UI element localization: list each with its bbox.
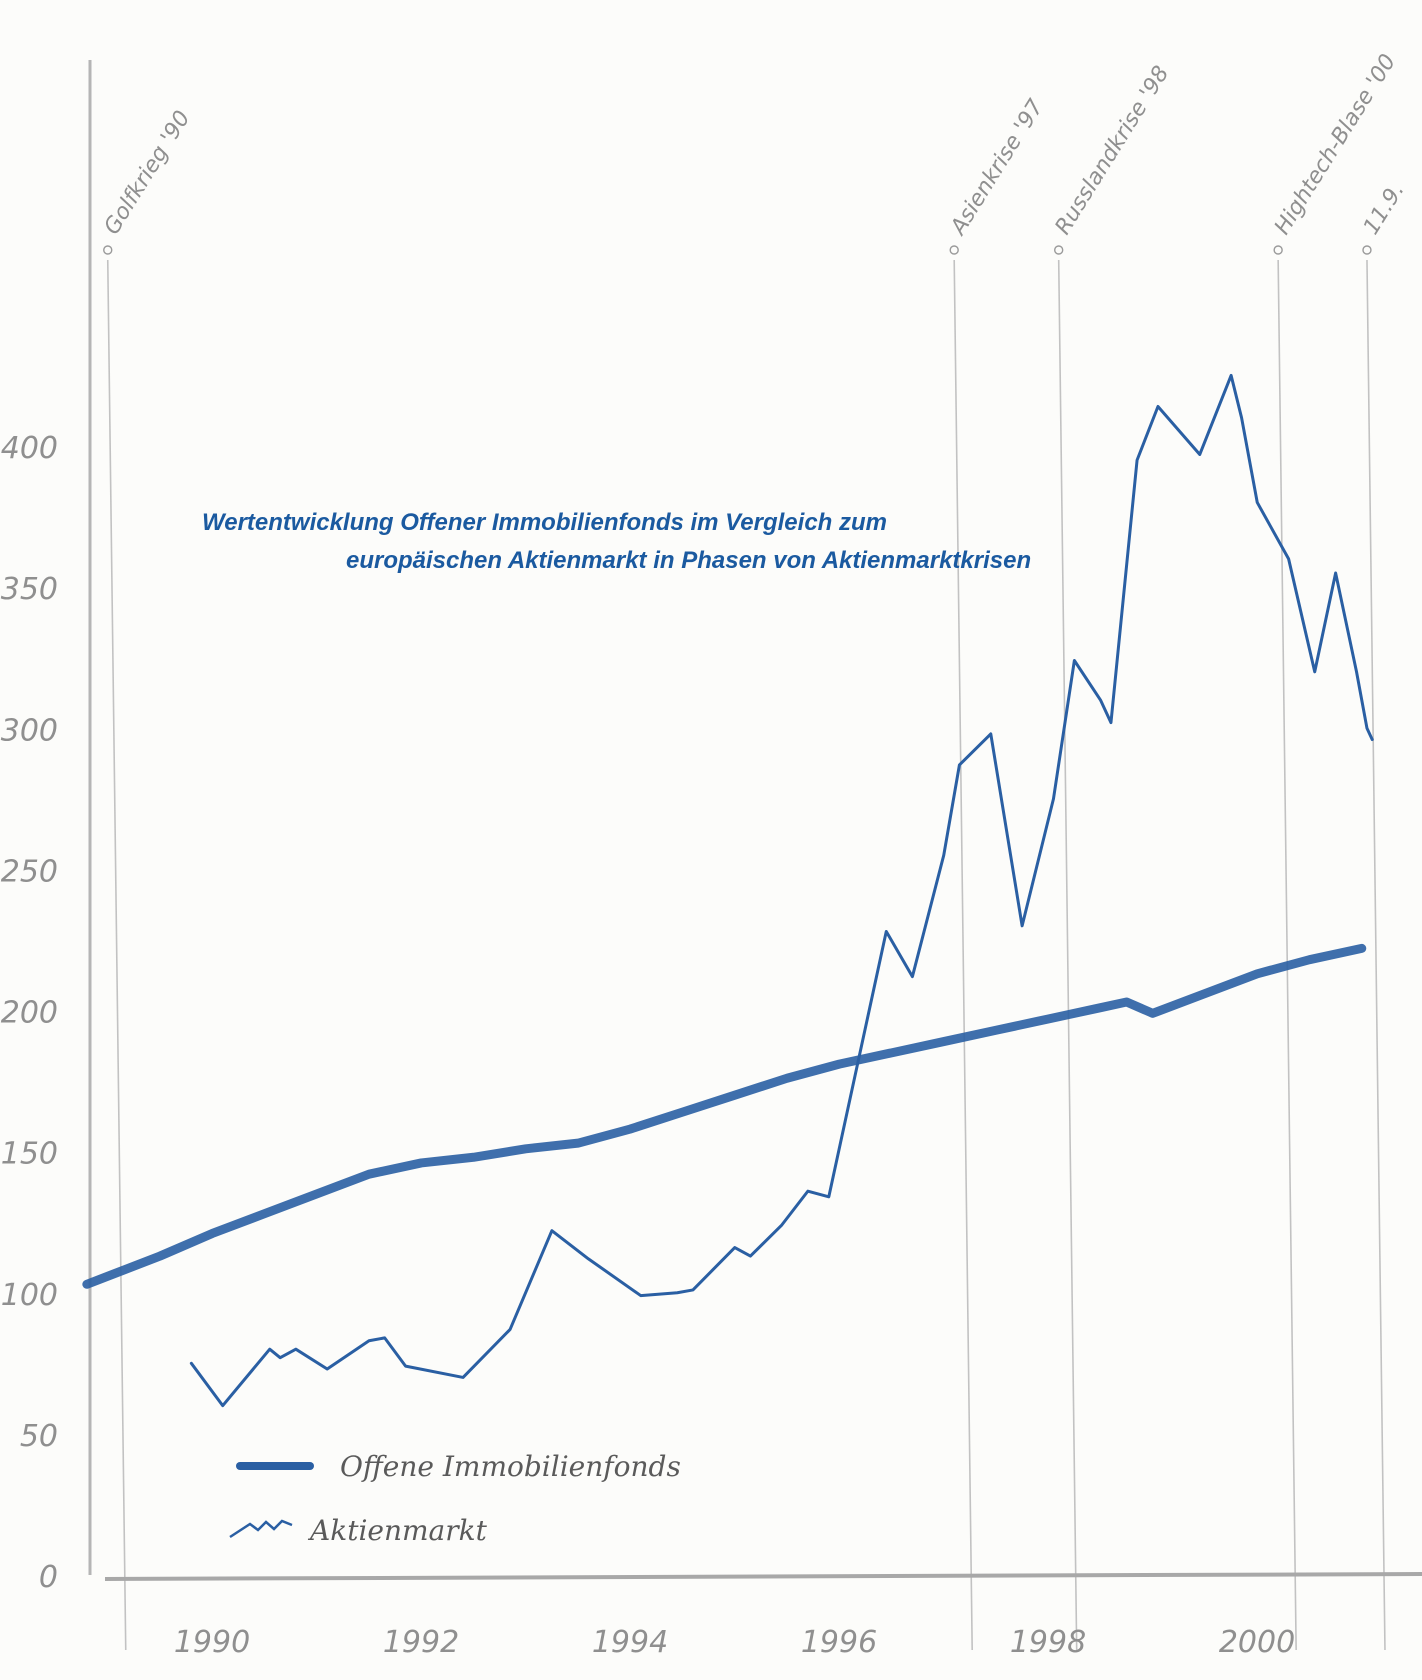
x-tick-label: 1998: [1010, 1625, 1086, 1660]
x-tick-label: 1994: [592, 1625, 668, 1660]
y-tick-label: 250: [1, 854, 58, 889]
crisis-marker-line: [1366, 259, 1386, 1651]
crisis-marker-label: Asienkrise '97: [945, 95, 1049, 241]
crisis-marker-label: Russlandkrise '98: [1051, 62, 1175, 239]
x-axis-line: [104, 1572, 1422, 1581]
axis-layer: [88, 60, 1422, 1581]
x-tick-label: 1990: [174, 1625, 250, 1660]
y-tick-label: 0: [39, 1560, 58, 1595]
crisis-marker-line: [1277, 259, 1297, 1651]
y-tick-label: 300: [1, 713, 58, 748]
y-tick-label: 350: [1, 572, 58, 607]
x-tick-labels: 1990 1992 1994 1996 1998 2000: [174, 1625, 1295, 1660]
legend-swatch-aktienmarkt: [229, 1519, 293, 1539]
y-tick-label: 400: [1, 431, 58, 466]
crisis-marker-label: 11.9.: [1359, 178, 1410, 239]
series-layer: [82, 373, 1374, 1408]
crisis-marker-line: [106, 259, 127, 1651]
series-line-immobilienfonds: [82, 943, 1367, 1289]
series-line-aktienmarkt: [189, 373, 1374, 1408]
y-tick-label: 200: [1, 996, 58, 1031]
crisis-marker-line: [953, 259, 973, 1651]
legend: Offene Immobilienfonds Aktienmarkt: [229, 1450, 681, 1547]
y-tick-label: 100: [1, 1278, 58, 1313]
crisis-marker-dot: [1362, 245, 1372, 255]
legend-label-aktienmarkt: Aktienmarkt: [307, 1514, 488, 1547]
chart-title-line-1: Wertentwicklung Offener Immobilienfonds …: [202, 509, 887, 536]
crisis-marker-label: Golfkrieg '90: [100, 107, 196, 240]
annotation-layer: Golfkrieg '90 Asienkrise '97 Russlandkrise…: [100, 50, 1410, 1651]
y-tick-label: 50: [20, 1419, 58, 1454]
crisis-marker-dot: [103, 245, 113, 255]
y-tick-labels: 0 50 100 150 200 250 300 350 400: [1, 431, 58, 1595]
x-tick-label: 2000: [1219, 1625, 1295, 1660]
crisis-marker-dot: [1053, 245, 1064, 255]
x-tick-label: 1992: [383, 1625, 459, 1660]
legend-label-immobilienfonds: Offene Immobilienfonds: [340, 1450, 681, 1483]
x-tick-label: 1996: [801, 1625, 877, 1660]
y-tick-label: 150: [1, 1137, 58, 1172]
crisis-marker-dot: [949, 245, 959, 255]
crisis-marker-dot: [1273, 245, 1283, 255]
chart-title-line-2: europäischen Aktienmarkt in Phasen von A…: [346, 547, 1031, 574]
crisis-marker-line: [1057, 259, 1078, 1651]
